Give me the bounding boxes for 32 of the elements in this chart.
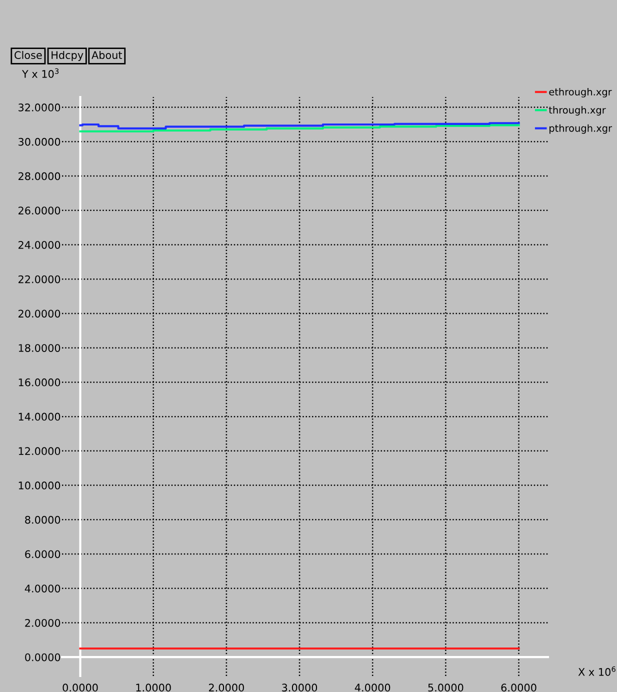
text: Close xyxy=(14,50,42,60)
y-tick-label: 30.0000 xyxy=(18,138,60,146)
legend-label: through.xgr xyxy=(548,106,606,116)
x-tick-label: 4.0000 xyxy=(354,684,390,692)
y-tick-label: 14.0000 xyxy=(18,412,60,421)
y-tick-label: 24.0000 xyxy=(18,240,60,249)
y-tick-label: 2.0000 xyxy=(25,618,60,627)
text: Hdcpy xyxy=(52,50,84,62)
x-tick-label: 6.0000 xyxy=(501,684,536,692)
y-tick-label: 26.0000 xyxy=(18,206,60,214)
y-tick-label: 32.0000 xyxy=(18,104,60,112)
y-tick-label: 8.0000 xyxy=(25,516,60,524)
y-tick-label: 18.0000 xyxy=(18,344,60,352)
y-tick-label: 22.0000 xyxy=(18,275,60,284)
y-tick-label: 28.0000 xyxy=(18,172,60,180)
y-tick-label: 6.0000 xyxy=(25,550,60,558)
y-axis-title: Y x 10$^{3}$ xyxy=(22,68,59,78)
x-tick-label: 3.0000 xyxy=(282,684,318,692)
legend-label: pthrough.xgr xyxy=(550,124,612,134)
legend-label: ethrough.xgr xyxy=(549,88,612,98)
text: About xyxy=(92,50,122,60)
y-tick-label: 0.0000 xyxy=(25,653,60,662)
y-tick-label: 20.0000 xyxy=(18,310,60,318)
x-tick-label: 0.0000 xyxy=(62,684,98,692)
x-tick-label: 5.0000 xyxy=(428,684,464,692)
x-tick-label: 1.0000 xyxy=(136,684,171,692)
y-tick-label: 4.0000 xyxy=(24,584,60,592)
x-tick-label: 2.0000 xyxy=(208,684,244,692)
y-tick-label: 10.0000 xyxy=(18,482,60,490)
y-tick-label: 16.0000 xyxy=(18,378,60,386)
x-axis-title: X x 10$^{6}$ xyxy=(578,666,616,676)
y-tick-label: 12.0000 xyxy=(18,447,60,456)
